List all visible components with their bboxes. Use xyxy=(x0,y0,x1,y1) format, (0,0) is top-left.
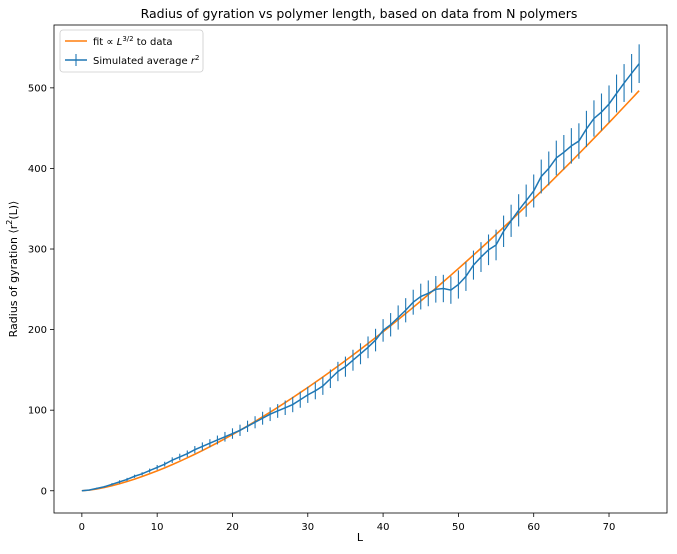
x-axis-label: L xyxy=(357,531,364,544)
x-tick-label: 50 xyxy=(452,522,465,533)
y-tick-label: 500 xyxy=(28,83,47,94)
x-tick-label: 60 xyxy=(527,522,540,533)
x-tick-label: 20 xyxy=(226,522,239,533)
y-tick-label: 0 xyxy=(41,486,47,497)
simulated-average-line xyxy=(81,63,640,492)
legend-box xyxy=(59,29,204,73)
x-tick-label: 10 xyxy=(151,522,164,533)
plot-frame xyxy=(53,24,668,514)
y-tick-label: 300 xyxy=(28,245,47,256)
x-axis: 0 10 20 30 40 50 60 70 xyxy=(79,513,616,533)
plot-area xyxy=(53,24,668,514)
y-axis: 0 100 200 300 400 500 xyxy=(28,83,54,497)
y-tick-label: 400 xyxy=(28,164,47,175)
legend-fit-label: fit ∝ L3/2 to data xyxy=(93,35,173,48)
plot-content xyxy=(81,44,640,492)
y-tick-label: 100 xyxy=(28,406,47,417)
y-axis-label: Radius of gyration ⟨r2(L)⟩ xyxy=(5,201,20,338)
legend: fit ∝ L3/2 to data Simulated average r2 xyxy=(59,29,204,73)
x-tick-label: 70 xyxy=(603,522,616,533)
legend-simulated-label: Simulated average r2 xyxy=(93,54,199,67)
y-tick-label: 200 xyxy=(28,325,47,336)
x-tick-label: 0 xyxy=(79,522,85,533)
chart-title: Radius of gyration vs polymer length, ba… xyxy=(141,6,578,21)
x-tick-label: 40 xyxy=(377,522,390,533)
x-tick-label: 30 xyxy=(301,522,314,533)
